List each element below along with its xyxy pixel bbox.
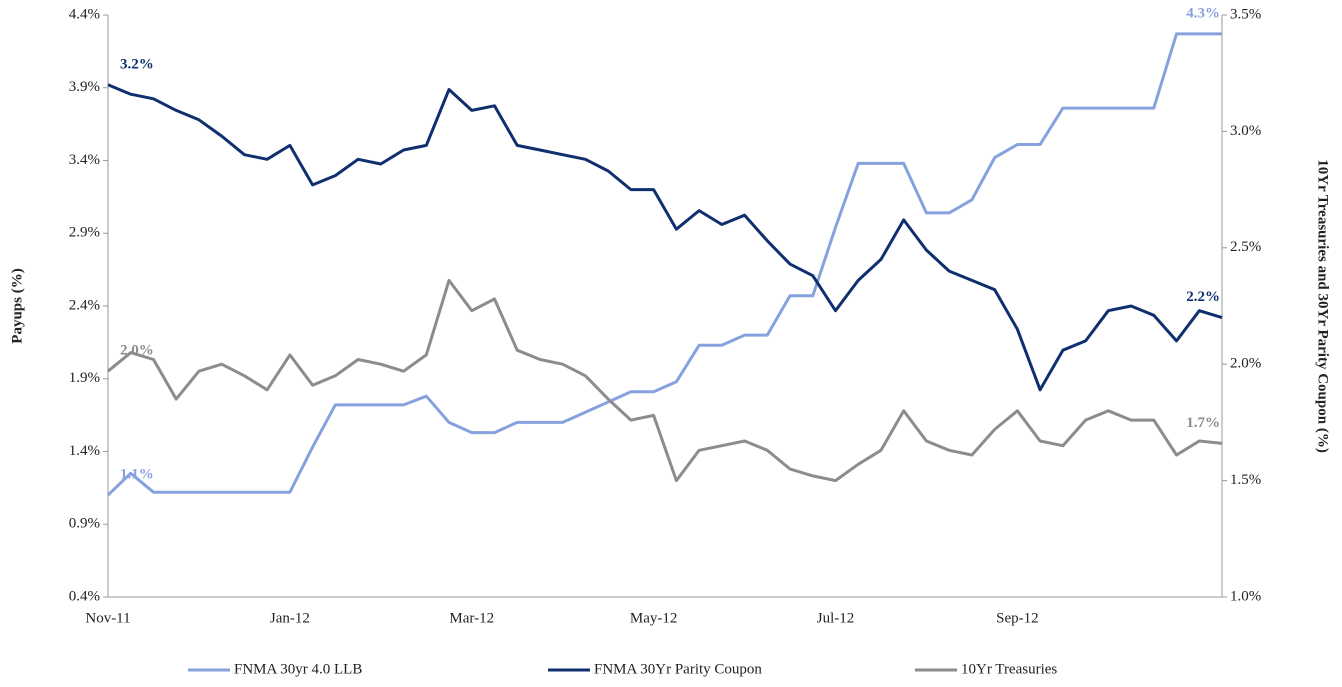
y-tick-label: 4.4%: [69, 6, 100, 22]
y-tick-label: 0.4%: [69, 588, 100, 604]
data-label: 1.1%: [120, 467, 154, 483]
y2-axis-title: 10Yr Treasuries and 30Yr Parity Coupon (…: [1315, 159, 1331, 453]
x-tick-label: Nov-11: [85, 610, 130, 626]
y-tick-label: 3.9%: [69, 79, 100, 95]
series-line: [107, 83, 1223, 392]
legend-label: FNMA 30yr 4.0 LLB: [234, 661, 362, 677]
y-tick-label: 1.4%: [69, 443, 100, 459]
x-tick-label: May-12: [630, 610, 678, 626]
y-axis-title: Payups (%): [9, 268, 25, 343]
x-tick-label: Sep-12: [996, 610, 1039, 626]
y-tick-label: 2.9%: [69, 225, 100, 241]
y-tick-label: 1.9%: [69, 370, 100, 386]
x-tick-label: Jul-12: [817, 610, 855, 626]
y-tick-label: 0.9%: [69, 516, 100, 532]
y2-tick-label: 2.0%: [1230, 356, 1261, 372]
legend-label: FNMA 30Yr Parity Coupon: [594, 661, 762, 677]
y2-tick-label: 3.5%: [1230, 6, 1261, 22]
y2-tick-label: 1.5%: [1230, 472, 1261, 488]
x-tick-label: Mar-12: [449, 610, 494, 626]
y2-tick-label: 2.5%: [1230, 239, 1261, 255]
y-tick-label: 3.4%: [69, 152, 100, 168]
y2-tick-label: 3.0%: [1230, 123, 1261, 139]
data-label: 1.7%: [1186, 415, 1220, 431]
legend-label: 10Yr Treasuries: [961, 661, 1057, 677]
data-label: 2.2%: [1186, 289, 1220, 305]
data-label: 3.2%: [120, 56, 154, 72]
data-label: 2.0%: [120, 343, 154, 359]
x-tick-label: Jan-12: [270, 610, 310, 626]
y-tick-label: 2.4%: [69, 297, 100, 313]
series-line: [107, 278, 1223, 483]
data-label: 4.3%: [1186, 5, 1220, 21]
y2-tick-label: 1.0%: [1230, 588, 1261, 604]
series-line: [106, 32, 1222, 497]
